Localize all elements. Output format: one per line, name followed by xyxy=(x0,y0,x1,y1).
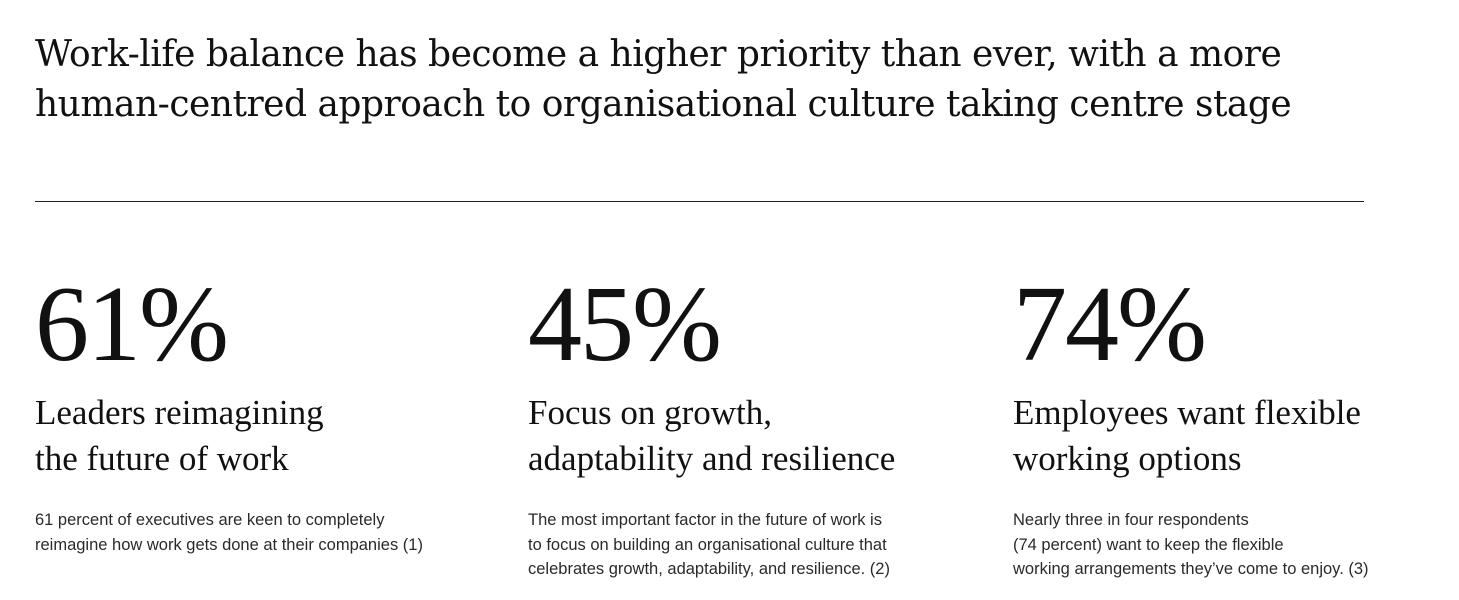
stat-description: 61 percent of executives are keen to com… xyxy=(35,508,423,557)
stat-title: Employees want flexible working options xyxy=(1013,390,1361,482)
section-divider xyxy=(35,201,1364,202)
headline-line-2: human-centred approach to organisational… xyxy=(35,84,1292,125)
stat-title: Leaders reimagining the future of work xyxy=(35,390,324,482)
stat-title-line: working options xyxy=(1013,439,1242,478)
stat-description: Nearly three in four respondents (74 per… xyxy=(1013,508,1369,582)
stat-description-line: working arrangements they’ve come to enj… xyxy=(1013,560,1369,578)
stat-description-line: Nearly three in four respondents xyxy=(1013,511,1249,529)
stat-description-line: 61 percent of executives are keen to com… xyxy=(35,511,385,529)
stat-title-line: adaptability and resilience xyxy=(528,439,896,478)
stat-description-line: reimagine how work gets done at their co… xyxy=(35,535,423,554)
stat-card-growth: 45% Focus on growth, adaptability and re… xyxy=(528,265,998,579)
stat-description-line: The most important factor in the future … xyxy=(528,511,882,529)
stat-title: Focus on growth, adaptability and resili… xyxy=(528,390,895,482)
stat-description: The most important factor in the future … xyxy=(528,508,890,582)
page-headline: Work-life balance has become a higher pr… xyxy=(35,30,1335,130)
stat-description-line: (74 percent) want to keep the flexible xyxy=(1013,535,1284,554)
stat-value: 61% xyxy=(35,265,229,384)
headline-line-1: Work-life balance has become a higher pr… xyxy=(35,34,1282,75)
stat-card-flexible: 74% Employees want flexible working opti… xyxy=(1013,265,1453,579)
stat-title-line: Focus on growth, xyxy=(528,393,773,432)
stat-title-line: the future of work xyxy=(35,439,289,478)
stat-value: 45% xyxy=(528,265,722,384)
stat-title-line: Employees want flexible xyxy=(1013,393,1361,432)
stat-card-leaders: 61% Leaders reimagining the future of wo… xyxy=(35,265,505,554)
stat-description-line: celebrates growth, adaptability, and res… xyxy=(528,560,890,578)
stat-description-line: to focus on building an organisational c… xyxy=(528,535,887,554)
stat-title-line: Leaders reimagining xyxy=(35,393,324,432)
stat-value: 74% xyxy=(1013,265,1207,384)
